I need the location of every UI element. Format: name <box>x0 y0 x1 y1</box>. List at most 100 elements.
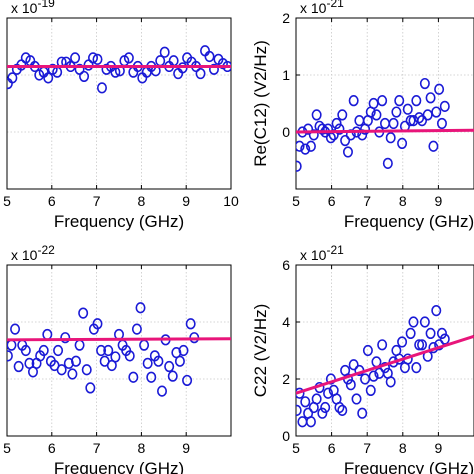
data-point <box>311 109 322 121</box>
x-tick-label: 7 <box>93 193 101 209</box>
data-point <box>305 140 316 152</box>
y-axis-label: Re(C12) (V2/Hz) <box>251 40 270 167</box>
data-point <box>377 95 388 107</box>
data-point <box>354 114 365 127</box>
data-point <box>303 123 314 135</box>
exponent-power: -21 <box>326 243 344 257</box>
data-point <box>351 393 362 405</box>
data-point <box>411 362 422 374</box>
data-point <box>157 385 168 397</box>
data-point <box>164 360 175 373</box>
data-point <box>185 318 196 330</box>
data-point <box>425 92 436 104</box>
data-point <box>67 368 78 380</box>
data-point <box>167 370 178 382</box>
data-point <box>434 83 445 95</box>
marker-group <box>296 305 450 428</box>
data-point <box>296 387 305 399</box>
panel-bottom-right: 5 6 7 8 9 6 4 2 0 x 10-21 Frequency (GHz) C22 (V2/H… <box>251 243 474 474</box>
data-point <box>397 137 408 149</box>
x-tick-label: 6 <box>48 193 56 209</box>
data-point <box>182 374 193 387</box>
data-point <box>436 327 447 340</box>
data-point <box>92 318 103 330</box>
x-tick-label: 7 <box>363 193 371 209</box>
x-tick-label: 6 <box>328 193 336 209</box>
exponent-power: -22 <box>37 243 55 257</box>
data-point <box>408 316 419 328</box>
data-point <box>13 360 24 373</box>
data-point <box>128 371 139 383</box>
data-point <box>325 373 336 385</box>
data-point <box>159 46 170 58</box>
exponent-label: x 10-21 <box>300 243 344 263</box>
data-point <box>300 396 311 408</box>
y-tick-label: 1 <box>282 67 290 83</box>
data-point <box>362 344 373 357</box>
x-axis-label: Frequency (GHz) <box>344 212 474 231</box>
panel-top-right: 5 6 7 8 9 2 1 0 x 10-21 Frequency (GHz) Re(C12) (V… <box>251 0 474 231</box>
data-point <box>417 339 428 351</box>
data-point <box>139 339 150 351</box>
data-point <box>382 157 393 169</box>
y-axis-label: C22 (V2/Hz) <box>251 304 270 398</box>
data-point <box>78 307 89 319</box>
data-point <box>195 67 206 80</box>
panel-top-left: 5 6 7 8 9 10 x 10-19 Frequency (GHz) <box>3 0 239 231</box>
data-point <box>431 106 442 118</box>
data-point <box>337 404 348 416</box>
data-point <box>388 117 399 130</box>
data-point <box>81 364 92 376</box>
data-point <box>96 82 107 94</box>
data-point <box>7 350 13 362</box>
fit-line <box>7 337 231 342</box>
data-point <box>397 336 408 348</box>
data-point <box>42 328 53 341</box>
data-point <box>371 109 382 121</box>
data-point <box>178 344 189 357</box>
data-point <box>360 373 371 385</box>
x-tick-label: 9 <box>182 193 190 209</box>
x-tick-label: 9 <box>435 440 443 456</box>
data-point <box>348 95 359 107</box>
exponent-label: x 10-21 <box>300 0 344 16</box>
data-point <box>300 143 311 155</box>
data-point <box>342 146 353 158</box>
x-axis-label: Frequency (GHz) <box>54 459 184 474</box>
data-point <box>63 357 74 369</box>
data-point <box>74 339 85 351</box>
x-tick-label: 8 <box>138 193 146 209</box>
data-point <box>414 112 425 124</box>
panel-bottom-left: 5 6 7 8 9 x 10-22 Frequency (GHz) <box>3 243 232 474</box>
data-point <box>340 134 351 147</box>
plot-frame <box>6 17 232 190</box>
data-point <box>43 72 54 84</box>
data-point <box>377 339 388 351</box>
data-point <box>436 117 447 130</box>
data-point <box>334 123 345 135</box>
data-point <box>142 357 153 369</box>
data-point <box>417 114 428 127</box>
data-point <box>38 344 49 357</box>
y-tick-label: 2 <box>282 10 290 26</box>
data-point <box>357 407 368 419</box>
data-point <box>328 129 339 141</box>
y-tick-label: 4 <box>282 314 290 330</box>
fit-line <box>296 334 474 395</box>
data-point <box>419 316 430 328</box>
data-point <box>92 53 103 65</box>
data-point <box>365 384 376 397</box>
data-point <box>331 117 342 130</box>
data-point <box>174 355 185 367</box>
data-point <box>402 103 413 115</box>
data-point <box>146 371 157 383</box>
data-point <box>320 401 331 414</box>
x-axis-label: Frequency (GHz) <box>54 212 184 231</box>
x-tick-label: 6 <box>48 440 56 456</box>
data-point <box>88 52 99 64</box>
data-point <box>414 339 425 351</box>
data-point <box>70 52 81 64</box>
data-point <box>439 100 450 112</box>
data-point <box>379 117 390 130</box>
